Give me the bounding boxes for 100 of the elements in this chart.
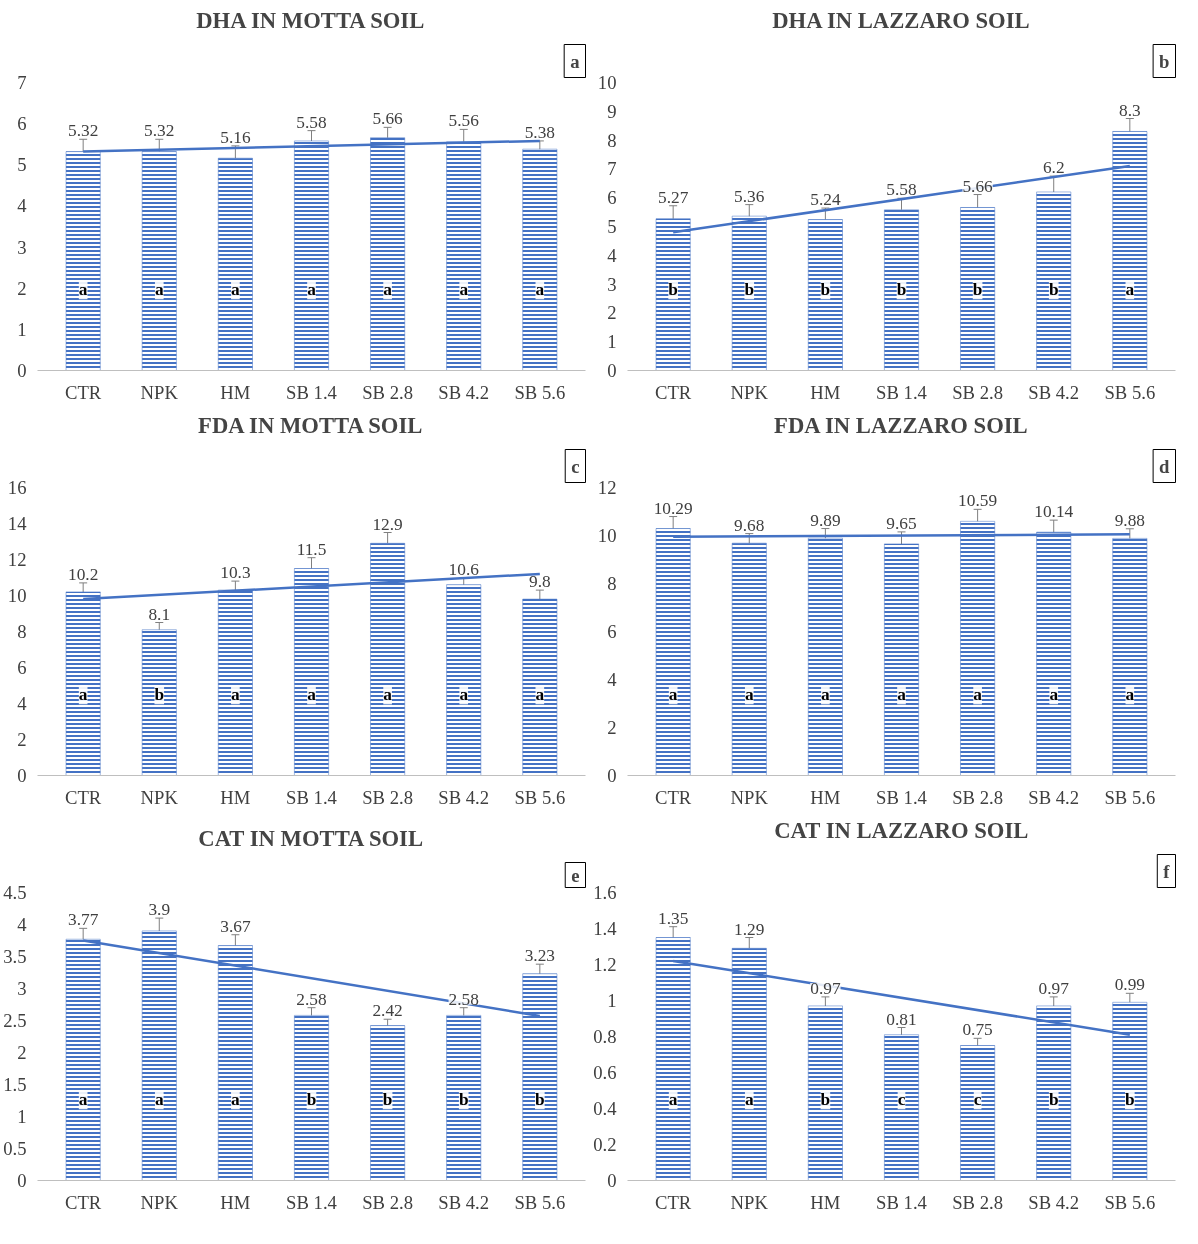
data-label: 2.58 — [448, 989, 479, 1009]
y-tick-label: 1 — [607, 990, 617, 1011]
annotation: a — [307, 280, 317, 300]
x-tick-label: SB 5.6 — [1104, 786, 1156, 808]
annotation: b — [820, 280, 831, 300]
y-tick-label: 0.6 — [593, 1062, 617, 1083]
x-tick-label: SB 1.4 — [286, 381, 338, 403]
x-tick-label: NPK — [730, 381, 769, 403]
y-tick-label: 6 — [607, 187, 617, 209]
data-label: 3.77 — [68, 910, 99, 930]
y-tick-label: 1.4 — [593, 918, 618, 939]
annotation: a — [154, 280, 164, 300]
data-label: 10.14 — [1034, 502, 1074, 522]
annotation: a — [459, 685, 469, 705]
x-tick-label: SB 5.6 — [1104, 1191, 1156, 1213]
y-tick-label: 10 — [597, 72, 617, 93]
annotation: b — [154, 685, 165, 705]
y-tick-label: 0 — [17, 360, 27, 381]
x-tick-label: SB 2.8 — [952, 786, 1004, 808]
y-tick-label: 16 — [7, 477, 27, 498]
x-tick-label: HM — [810, 786, 841, 808]
annotation: b — [458, 1090, 469, 1110]
data-label: 0.99 — [1114, 975, 1145, 995]
data-label: 1.29 — [734, 919, 765, 939]
x-tick-label: CTR — [65, 1191, 102, 1213]
annotation: a — [973, 685, 983, 705]
x-tick-label: SB 1.4 — [286, 1191, 338, 1213]
y-tick-label: 3 — [17, 236, 27, 258]
data-label: 10.2 — [68, 564, 99, 584]
annotation: a — [668, 1090, 678, 1110]
annotation: a — [231, 280, 241, 300]
y-tick-label: 0 — [17, 1170, 27, 1191]
y-tick-label: 4 — [17, 693, 28, 714]
data-label: 10.59 — [958, 491, 998, 511]
annotation: a — [1125, 685, 1135, 705]
y-tick-label: 2.5 — [3, 1010, 27, 1031]
y-tick-label: 2 — [17, 729, 27, 750]
x-tick-label: HM — [220, 786, 251, 808]
annotation: a — [383, 685, 393, 705]
data-label: 5.38 — [524, 122, 555, 142]
y-tick-label: 8 — [17, 621, 27, 642]
chart-title: CAT IN MOTTA SOIL — [198, 825, 424, 851]
x-tick-label: SB 2.8 — [362, 786, 414, 808]
data-label: 5.66 — [372, 109, 404, 129]
data-label: 3.23 — [524, 946, 555, 966]
x-tick-label: NPK — [140, 1191, 179, 1213]
y-tick-label: 5 — [607, 216, 617, 237]
data-label: 10.3 — [220, 563, 251, 583]
y-tick-label: 6 — [17, 657, 27, 678]
x-tick-label: SB 4.2 — [438, 786, 490, 808]
annotation: b — [1125, 1090, 1135, 1110]
data-label: 5.58 — [296, 112, 327, 132]
x-tick-label: SB 5.6 — [514, 1191, 566, 1213]
data-label: 9.89 — [810, 510, 841, 530]
annotation: b — [896, 280, 907, 300]
annotation: a — [307, 685, 317, 705]
text: a — [570, 50, 581, 72]
y-tick-label: 3 — [17, 978, 27, 999]
y-tick-label: 4 — [607, 669, 618, 690]
x-tick-label: CTR — [65, 786, 102, 808]
annotation: a — [744, 685, 754, 705]
annotation: a — [231, 685, 241, 705]
x-tick-label: SB 5.6 — [514, 381, 566, 403]
x-tick-label: SB 2.8 — [952, 1191, 1004, 1213]
x-tick-label: HM — [220, 381, 251, 403]
annotation: a — [668, 685, 678, 705]
y-tick-label: 0.8 — [593, 1026, 617, 1047]
annotation: b — [972, 280, 983, 300]
chart-title: DHA IN LAZZARO SOIL — [772, 7, 1030, 33]
annotation: a — [459, 280, 469, 300]
x-tick-label: SB 4.2 — [438, 1191, 490, 1213]
x-tick-label: CTR — [655, 1191, 692, 1213]
y-tick-label: 1.5 — [3, 1074, 27, 1095]
data-label: 5.32 — [68, 121, 99, 141]
chart-title: FDA IN LAZZARO SOIL — [774, 412, 1028, 438]
chart-title: CAT IN LAZZARO SOIL — [774, 817, 1029, 843]
y-tick-label: 12 — [7, 549, 27, 570]
annotation: b — [535, 1090, 545, 1110]
data-label: 5.32 — [144, 121, 175, 141]
x-tick-label: NPK — [140, 786, 179, 808]
text: b — [1159, 50, 1170, 72]
y-tick-label: 4.5 — [3, 882, 27, 903]
x-tick-label: SB 4.2 — [1028, 1191, 1080, 1213]
y-tick-label: 9 — [607, 100, 617, 122]
x-tick-label: SB 2.8 — [952, 381, 1004, 403]
y-tick-label: 1 — [607, 331, 617, 353]
data-label: 9.8 — [529, 572, 551, 592]
data-label: 2.42 — [372, 1001, 403, 1021]
y-tick-label: 3.5 — [3, 946, 27, 967]
x-tick-label: SB 4.2 — [1028, 381, 1080, 403]
x-tick-label: CTR — [655, 786, 692, 808]
y-tick-label: 0 — [607, 765, 617, 786]
y-tick-label: 0.2 — [593, 1134, 617, 1155]
y-tick-label: 4 — [17, 195, 28, 217]
y-tick-label: 0 — [607, 360, 617, 381]
y-tick-label: 0.4 — [593, 1098, 618, 1119]
annotation: a — [231, 1090, 241, 1110]
annotation: b — [744, 280, 755, 300]
y-tick-label: 0 — [17, 765, 27, 786]
annotation: a — [821, 685, 831, 705]
